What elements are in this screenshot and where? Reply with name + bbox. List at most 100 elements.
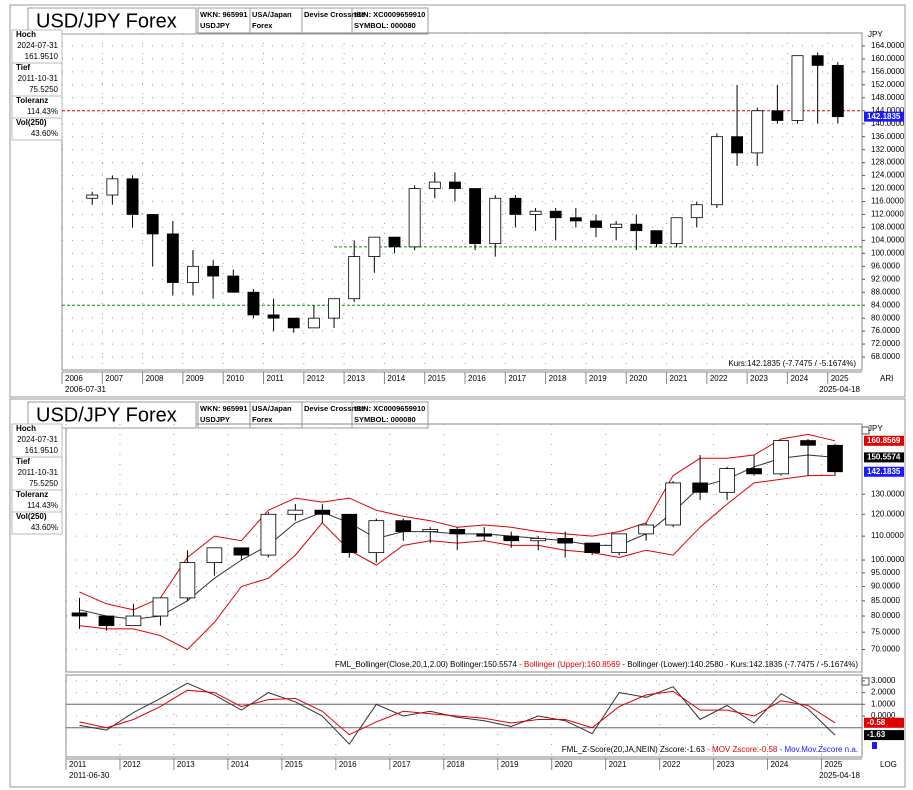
x-tick-label: 2012 (307, 374, 325, 383)
y-tick-label: 136.0000 (871, 132, 905, 141)
candle-body (670, 217, 683, 245)
y-tick-label: 0.0000 (871, 711, 896, 720)
x-tick-label: 2013 (177, 760, 195, 769)
legend-entry: - Mov.Mov.Zscore n.a. (777, 745, 858, 754)
candle-body (314, 509, 331, 515)
y-tick-label: 148.0000 (871, 93, 905, 102)
y-axis-label: JPY (868, 424, 883, 433)
candle-body (146, 214, 159, 235)
sidebar-value: 75.5250 (29, 479, 58, 488)
candle-body (126, 178, 139, 215)
x-tick-label: 2015 (285, 760, 303, 769)
sidebar-label: Toleranz (16, 490, 48, 499)
candle-body (408, 188, 421, 248)
y-tick-label: 160.0000 (871, 54, 905, 63)
y-tick-label: 70.0000 (871, 645, 900, 654)
candle-body (328, 298, 340, 319)
x-tick-label: 2018 (447, 760, 465, 769)
x-tick-label: 2013 (347, 374, 365, 383)
candle-body (503, 535, 520, 542)
candle-body (469, 188, 482, 245)
y-axis-label: JPY (868, 30, 883, 39)
y-tick-label: 96.0000 (871, 261, 900, 270)
y-tick-label: 1.0000 (871, 699, 896, 708)
y-tick-label: 144.0000 (871, 106, 905, 115)
x-tick-label: 2008 (146, 374, 164, 383)
y-tick-label: 152.0000 (871, 80, 905, 89)
x-tick-label: 2014 (387, 374, 405, 383)
last-value-box (864, 466, 904, 477)
y-tick-label: 120.0000 (871, 184, 905, 193)
close-box[interactable] (861, 677, 870, 686)
candle-body (751, 110, 764, 154)
y-tick-label: 80.0000 (871, 611, 900, 620)
close-box[interactable] (861, 426, 870, 435)
x-tick-label: 2025 (831, 374, 849, 383)
candle-body (307, 317, 320, 329)
y-tick-label: 3.0000 (871, 676, 896, 685)
candle-body (187, 265, 199, 283)
info-text: ISIN: XC0009659910 (354, 10, 425, 19)
y-tick-label: 80.0000 (871, 313, 900, 322)
candle-body (569, 217, 582, 222)
x-tick-label: 2021 (609, 760, 627, 769)
candle-body (227, 275, 240, 293)
candle-body (710, 136, 723, 206)
y-tick-label: 100.0000 (871, 248, 905, 257)
legend: FML_Bollinger(Close,20,1,2.00) Bollinger… (335, 660, 858, 669)
y-tick-label: 130.0000 (871, 489, 905, 498)
legend-entry: - Kurs:142.1835 (-7.7475 / -5.1674%) (723, 660, 858, 669)
candle-body (771, 110, 784, 121)
date-start: 2006-07-31 (65, 385, 106, 394)
info-text: ISIN: XC0009659910 (354, 404, 425, 413)
info-text: USA/Japan (252, 10, 292, 19)
top-panel (9, 4, 906, 398)
candle-body (206, 547, 223, 563)
last-value-label: 160.8569 (867, 436, 901, 445)
y-tick-label: 72.0000 (871, 339, 900, 348)
x-tick-label: 2017 (393, 760, 411, 769)
sidebar-box (11, 456, 63, 491)
x-tick-label: 2011 (267, 374, 285, 383)
sidebar-value: 2011-10-31 (18, 74, 59, 83)
last-value-box (864, 435, 904, 446)
candle-body (692, 482, 708, 493)
x-tick-label: 2023 (717, 760, 735, 769)
y-tick-label: 128.0000 (871, 158, 905, 167)
y-tick-label: 110.0000 (871, 531, 904, 540)
date-end: 2025-04-18 (819, 385, 860, 394)
x-tick-label: 2019 (589, 374, 607, 383)
candle-body (395, 520, 412, 533)
candle-body (791, 55, 804, 121)
x-tick-label: 2024 (790, 374, 808, 383)
candle-body (665, 482, 681, 526)
candle-body (800, 440, 816, 446)
candle-body (719, 468, 735, 493)
bottom-plot-frame (65, 423, 863, 673)
y-tick-label: 164.0000 (871, 41, 905, 50)
corner-label: ARI (880, 374, 893, 383)
sidebar-label: Tief (16, 63, 30, 72)
sidebar-value: 2024-07-31 (17, 41, 58, 50)
x-tick-label: 2020 (555, 760, 573, 769)
x-tick-label: 2024 (771, 760, 789, 769)
y-tick-label: 100.0000 (871, 555, 905, 564)
x-tick-label: 2010 (226, 374, 244, 383)
x-tick-label: 2023 (750, 374, 768, 383)
sidebar-label: Vol(250) (16, 512, 47, 521)
marker (872, 742, 877, 749)
sidebar-value: 2011-10-31 (18, 468, 59, 477)
candle-body (811, 55, 824, 66)
x-tick-label: 2022 (663, 760, 681, 769)
y-tick-label: 95.0000 (871, 568, 900, 577)
y-tick-label: 116.0000 (871, 197, 904, 206)
sidebar-value: 43.60% (31, 523, 58, 532)
candle-body (557, 538, 574, 544)
sidebar-label: Vol(250) (16, 118, 47, 127)
y-tick-label: 85.0000 (871, 596, 900, 605)
info-text: WKN: 965991 (200, 404, 248, 413)
candle-body (529, 210, 542, 215)
candle-body (287, 317, 300, 329)
x-tick-label: 2022 (710, 374, 728, 383)
candle-body (86, 194, 99, 199)
